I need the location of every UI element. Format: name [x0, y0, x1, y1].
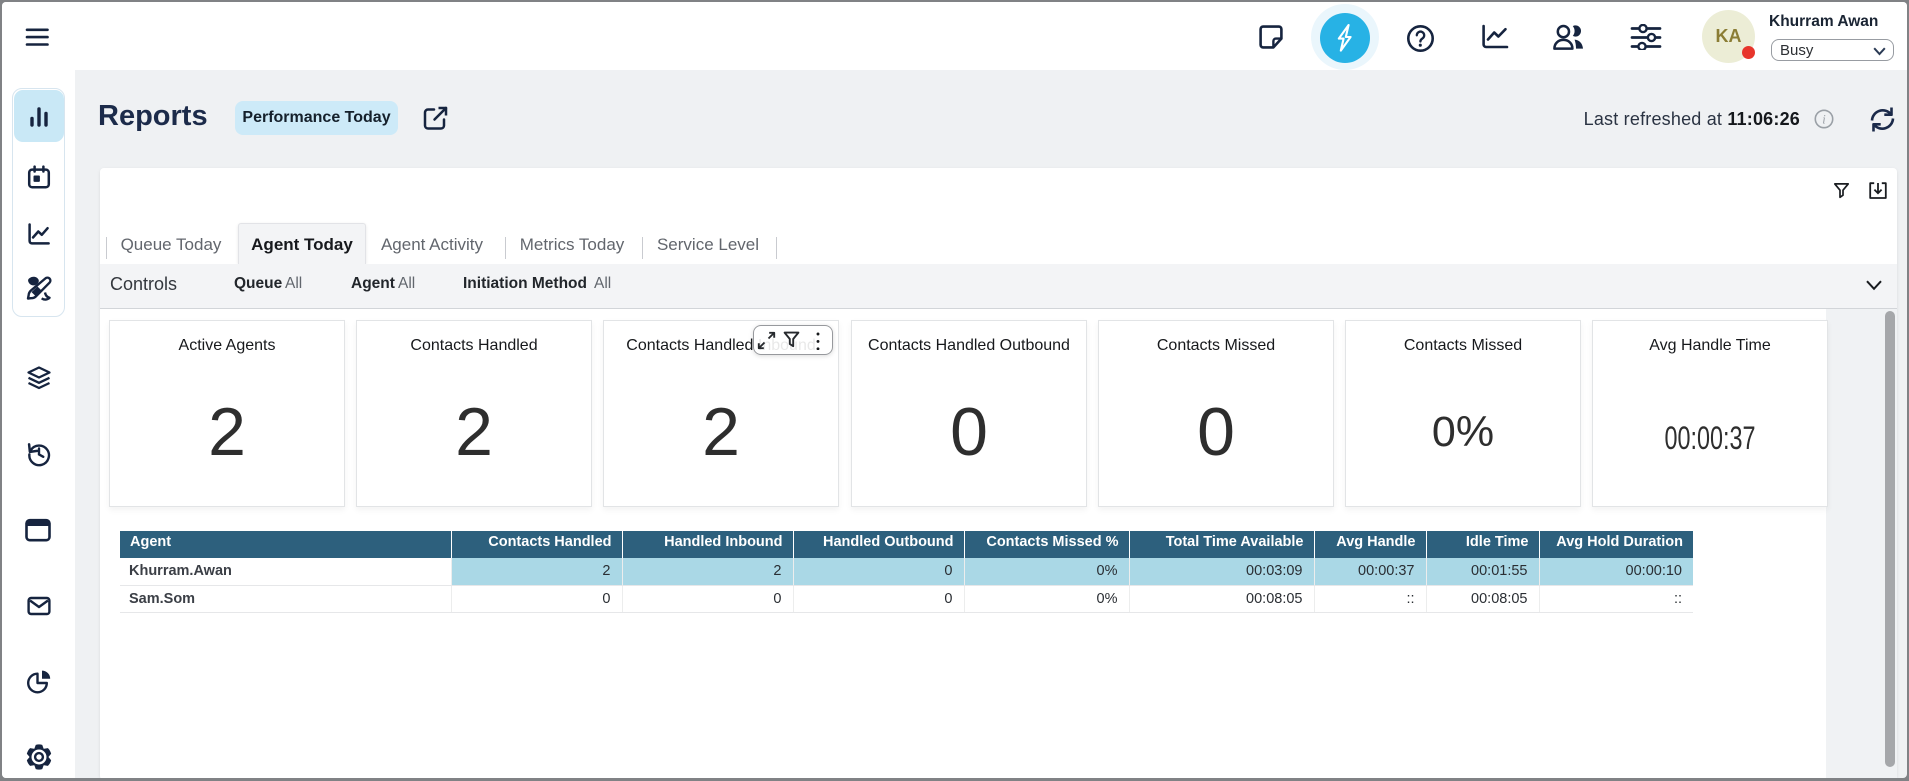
svg-text:i: i — [1822, 112, 1826, 126]
